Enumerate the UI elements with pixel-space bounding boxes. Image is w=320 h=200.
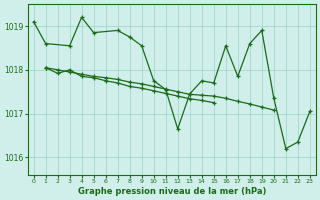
X-axis label: Graphe pression niveau de la mer (hPa): Graphe pression niveau de la mer (hPa) bbox=[77, 187, 266, 196]
